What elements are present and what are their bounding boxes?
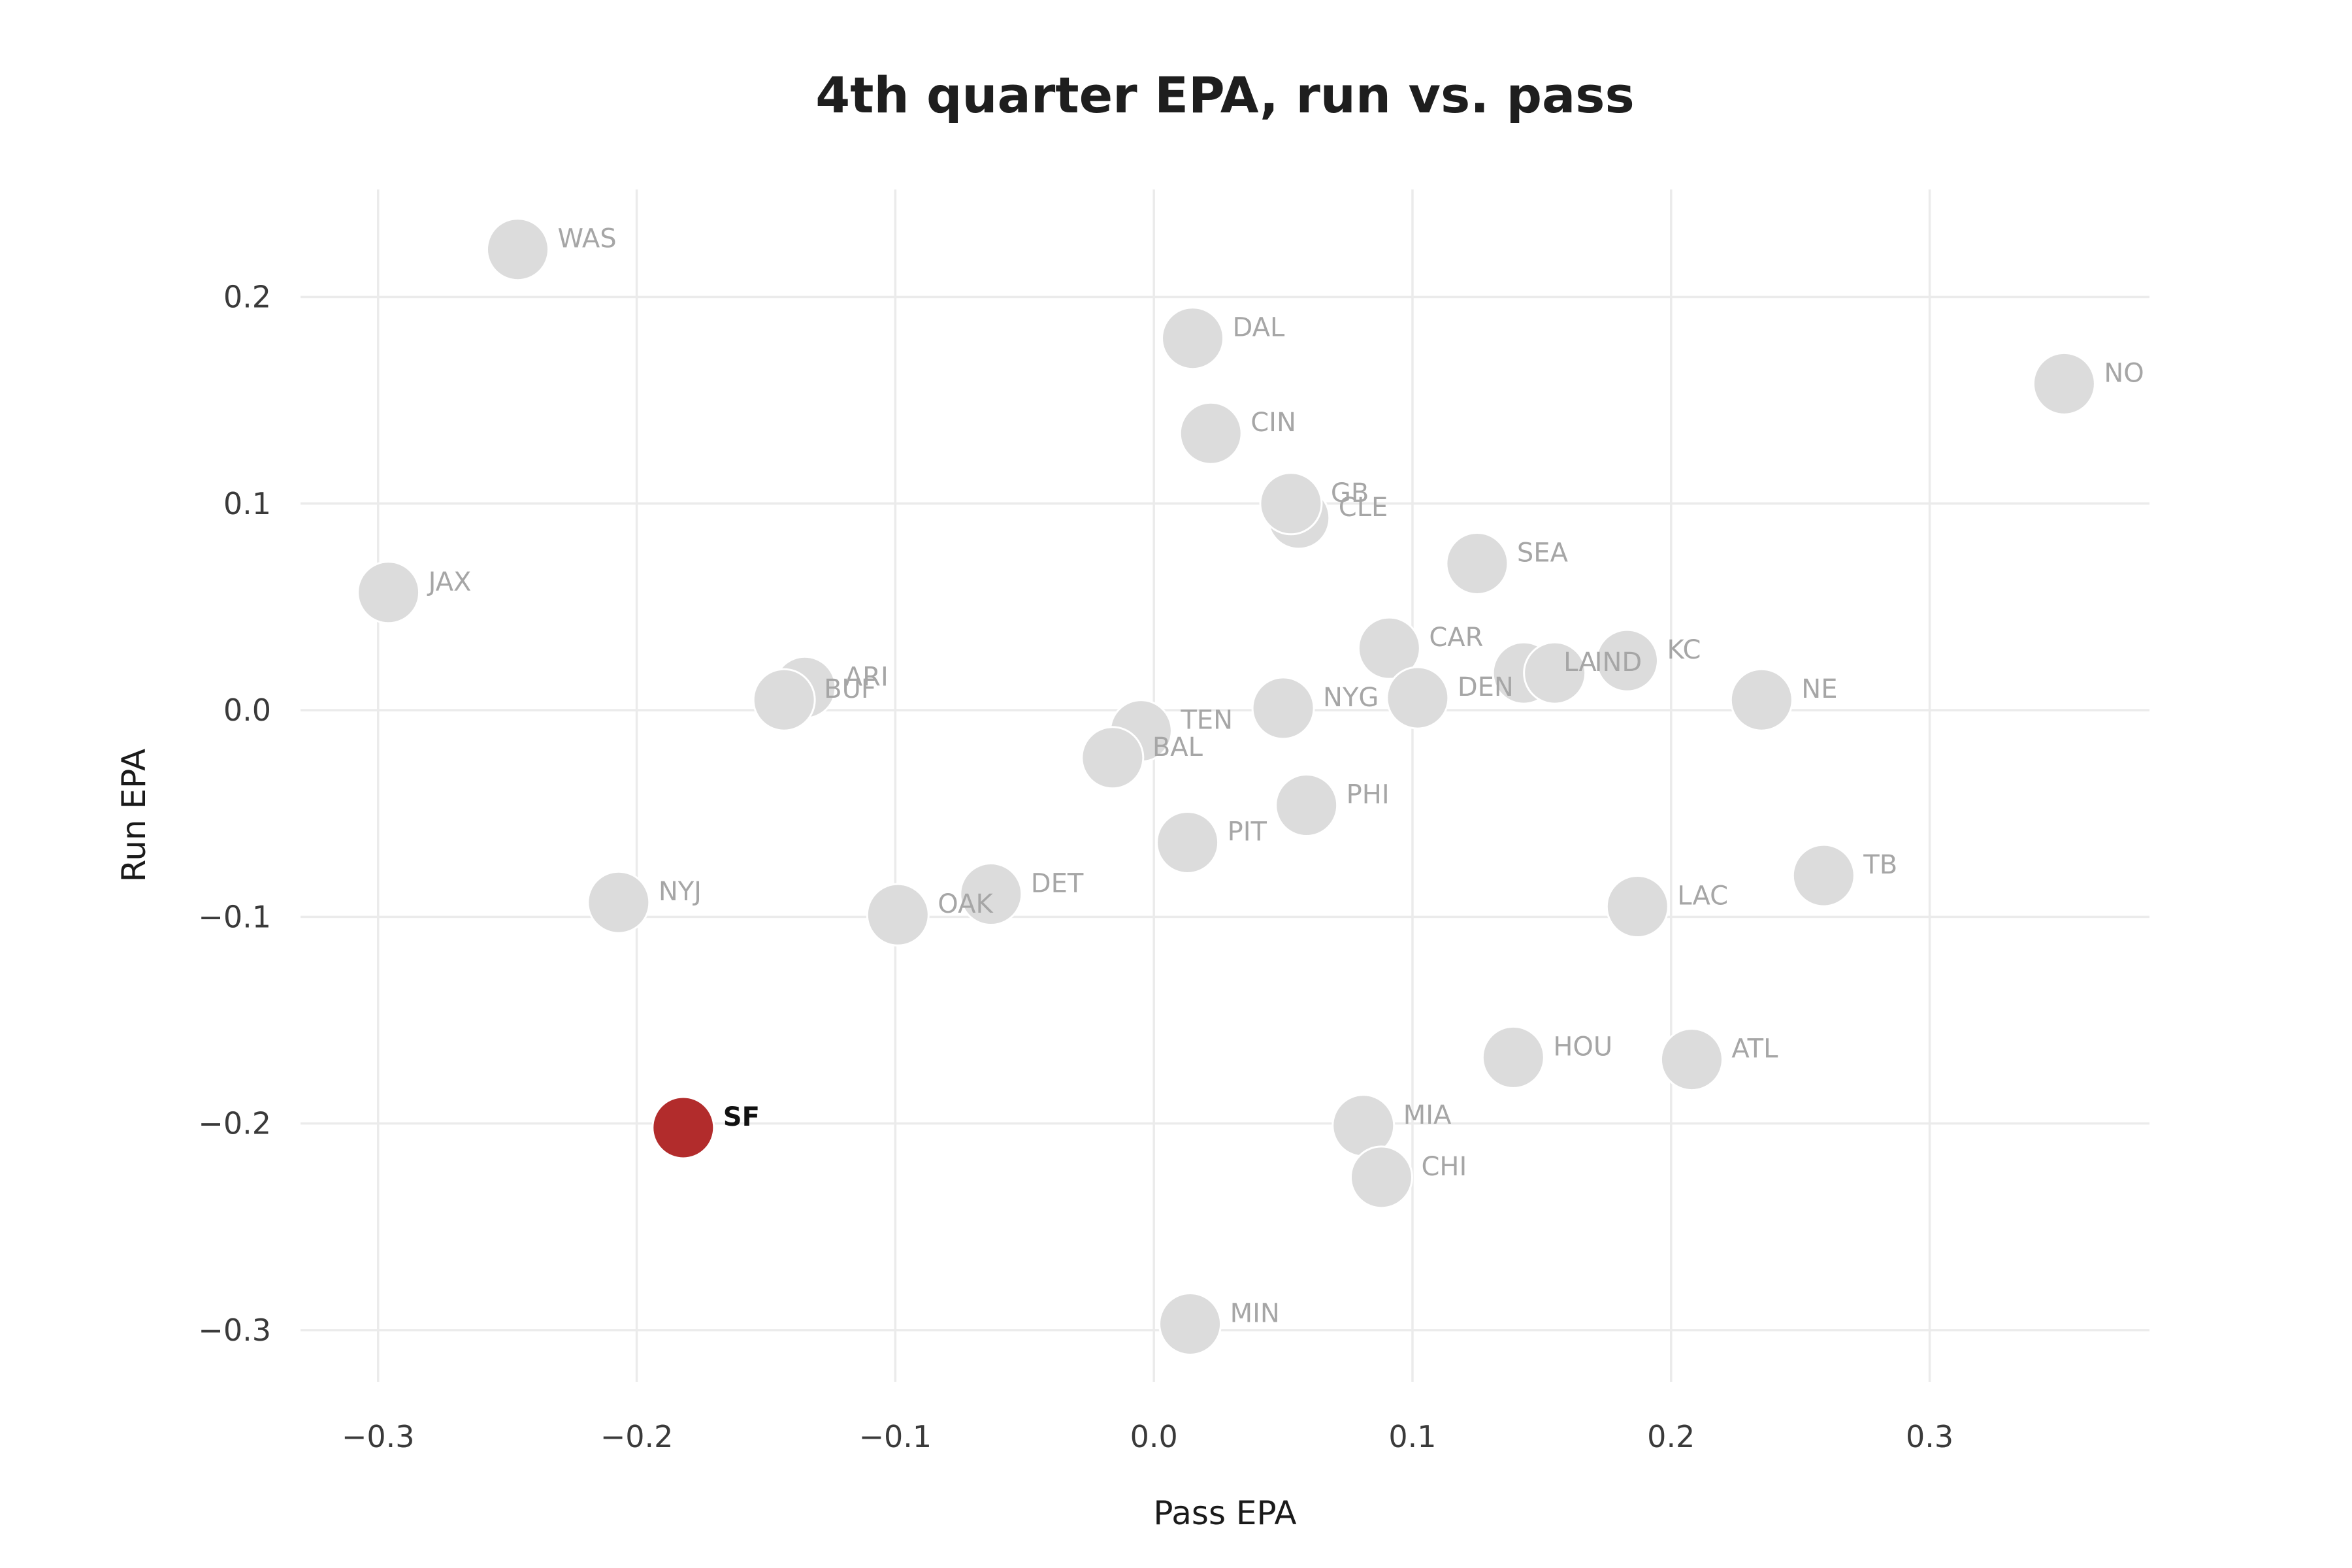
point-min	[1158, 1292, 1222, 1356]
point-label-dal: DAL	[1233, 313, 1285, 343]
point-tb	[1791, 843, 1855, 907]
point-label-nyj: NYJ	[659, 877, 702, 907]
point-label-lac: LAC	[1677, 881, 1728, 911]
point-kc	[1595, 629, 1659, 693]
x-tick-label: 0.0	[1130, 1419, 1178, 1454]
point-label-gb: GB	[1331, 478, 1369, 508]
point-den	[1386, 666, 1450, 730]
point-dal	[1161, 306, 1225, 370]
data-points	[357, 218, 2096, 1356]
point-label-mia: MIA	[1403, 1100, 1452, 1130]
point-atl	[1659, 1028, 1723, 1092]
point-label-la: LA	[1563, 647, 1597, 678]
x-axis-title: Pass EPA	[1153, 1494, 1296, 1532]
point-phi	[1275, 774, 1339, 838]
point-label-no: NO	[2104, 358, 2144, 388]
point-sf	[651, 1096, 715, 1160]
point-gb	[1259, 472, 1323, 536]
point-label-sf: SF	[723, 1102, 760, 1132]
point-label-ne: NE	[1801, 674, 1837, 704]
point-label-kc: KC	[1667, 635, 1701, 665]
point-label-ind: IND	[1595, 647, 1642, 678]
point-hou	[1481, 1025, 1545, 1089]
point-label-oak: OAK	[938, 889, 994, 919]
point-label-car: CAR	[1429, 623, 1483, 653]
point-label-ari: ARI	[845, 662, 889, 692]
point-label-det: DET	[1031, 869, 1084, 899]
point-label-min: MIN	[1230, 1298, 1280, 1328]
point-label-cle: CLE	[1339, 493, 1388, 523]
y-tick-label: 0.2	[223, 279, 271, 314]
x-tick-label: −0.1	[858, 1419, 932, 1454]
point-nyj	[587, 870, 651, 934]
point-label-buf: BUF	[824, 674, 876, 704]
x-tick-label: 0.2	[1647, 1419, 1695, 1454]
y-tick-label: −0.1	[198, 899, 271, 934]
point-label-pit: PIT	[1228, 817, 1267, 847]
point-label-hou: HOU	[1553, 1032, 1612, 1062]
point-no	[2032, 351, 2096, 416]
point-label-sea: SEA	[1517, 538, 1569, 568]
point-label-atl: ATL	[1731, 1034, 1778, 1064]
y-tick-label: 0.1	[223, 486, 271, 521]
x-tick-label: −0.2	[600, 1419, 674, 1454]
x-tick-label: 0.1	[1388, 1419, 1436, 1454]
y-tick-label: −0.2	[198, 1106, 271, 1141]
point-ne	[1729, 668, 1793, 732]
x-tick-label: −0.3	[342, 1419, 415, 1454]
point-cin	[1179, 401, 1243, 465]
point-was	[485, 218, 549, 282]
point-label-jax: JAX	[427, 567, 472, 597]
chart-title: 4th quarter EPA, run vs. pass	[815, 66, 1634, 124]
y-tick-label: 0.0	[223, 693, 271, 728]
point-det	[959, 862, 1023, 926]
point-bal	[1081, 726, 1145, 790]
x-tick-label: 0.3	[1906, 1419, 1953, 1454]
point-label-bal: BAL	[1152, 732, 1203, 762]
point-nyg	[1251, 676, 1315, 740]
point-jax	[357, 561, 421, 625]
point-label-den: DEN	[1458, 672, 1514, 702]
point-label-was: WAS	[557, 224, 616, 254]
point-lac	[1605, 875, 1669, 939]
point-ind	[1523, 641, 1587, 705]
point-pit	[1156, 810, 1220, 874]
point-label-phi: PHI	[1347, 780, 1390, 810]
point-label-ten: TEN	[1180, 706, 1233, 736]
y-axis-title: Run EPA	[115, 749, 153, 883]
axis-tick-labels: −0.3 −0.2 −0.1 0.0 0.1 0.2 0.3 0.2 0.1 0.0 −0.1 −0.…	[198, 279, 1953, 1454]
point-oak	[866, 883, 930, 947]
point-car	[1357, 616, 1421, 680]
point-label-nyg: NYG	[1323, 683, 1379, 713]
point-label-cin: CIN	[1250, 408, 1296, 438]
point-sea	[1445, 531, 1509, 595]
y-tick-label: −0.3	[198, 1313, 271, 1348]
grid-lines	[301, 189, 2149, 1382]
point-buf	[752, 668, 816, 732]
point-label-tb: TB	[1863, 850, 1897, 880]
point-label-chi: CHI	[1421, 1152, 1467, 1182]
point-chi	[1349, 1145, 1413, 1209]
